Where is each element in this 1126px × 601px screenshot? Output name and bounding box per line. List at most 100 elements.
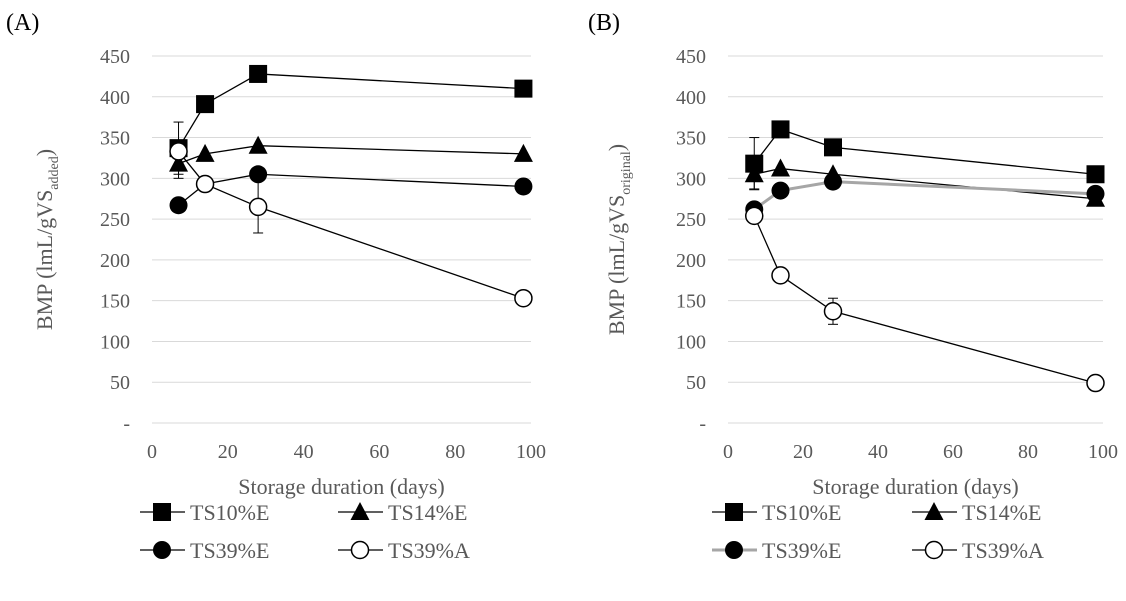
- panel-a-x-tick-label: 60: [369, 441, 389, 463]
- panel-a-x-tick-label: 20: [218, 441, 238, 463]
- legend-marker-ts39e: [725, 541, 743, 559]
- panel-a-x-tick-label: 80: [445, 441, 465, 463]
- panel-b-legend: TS10%E TS14%E TS39%E TS39%A: [712, 500, 1044, 563]
- panel-a-point-ts10e: [249, 64, 268, 83]
- panel-b-point-ts10e: [1086, 165, 1105, 184]
- panel-a-x-tick-label: 40: [294, 441, 314, 463]
- panel-a-y-tick-label: 250: [100, 209, 130, 231]
- panel-b-legend-item-ts39a: TS39%A: [912, 538, 1044, 563]
- panel-b-y-tick-label: 350: [676, 128, 706, 150]
- panel-b-point-ts39a: [745, 206, 764, 226]
- panel-b-y-tick-label: -: [699, 413, 706, 435]
- panel-b-point-ts39e: [824, 172, 842, 191]
- panel-b-x-tick-label: 80: [1018, 441, 1038, 463]
- panel-b-legend-item-ts14e: TS14%E: [912, 500, 1041, 525]
- panel-a-point-ts39a: [169, 142, 188, 161]
- panel-b-point-ts39a: [823, 302, 843, 321]
- panel-b-point-ts10e: [824, 138, 842, 157]
- panel-b: (B) - 50 100 150 200 250 300 350 400 450 0 20 40 60 80 1…: [588, 10, 1118, 563]
- panel-b-y-tick-label: 450: [676, 46, 706, 68]
- panel-a-legend-item-ts39a: TS39%A: [338, 538, 470, 563]
- panel-a-y-tick-label: -: [123, 413, 130, 435]
- panel-b-point-ts14e: [771, 158, 790, 177]
- panel-a-x-tick-label: 0: [147, 441, 157, 463]
- panel-b-x-tick-label: 60: [943, 441, 963, 463]
- panel-a-label: (A): [6, 10, 39, 36]
- panel-b-legend-item-ts10e: TS10%E: [712, 500, 841, 525]
- legend-marker-ts10e: [153, 503, 171, 521]
- panel-a-point-ts39a: [514, 288, 533, 308]
- panel-b-y-tick-label: 200: [676, 250, 706, 272]
- panel-a-y-tick-label: 300: [100, 168, 130, 190]
- panel-a-point-ts14e: [248, 135, 268, 154]
- panel-b-y-tick-label: 50: [686, 372, 706, 394]
- panel-a-series-line-ts14e: [178, 145, 524, 165]
- panel-a-y-tick-label: 50: [110, 372, 130, 394]
- panel-a-point-ts39a: [248, 197, 268, 217]
- panel-a-y-tick-label: 150: [100, 291, 130, 313]
- panel-b-series-line-ts39a: [753, 215, 1096, 384]
- panel-b-x-tick-label: 100: [1088, 441, 1118, 463]
- panel-a-y-axis-title: BMP (lmL/gVSadded): [32, 149, 62, 330]
- panel-a-point-ts14e: [169, 153, 189, 172]
- panel-a-legend-item-ts39e: TS39%E: [140, 538, 269, 563]
- panel-a-point-ts39e: [514, 177, 533, 196]
- panel-a-legend: TS10%E TS14%E TS39%E TS39%A: [140, 500, 470, 563]
- panel-b-point-ts39e: [771, 181, 790, 200]
- panel-a-point-ts10e: [196, 95, 215, 114]
- legend-label: TS14%E: [388, 500, 467, 525]
- panel-a-series-line-ts10e: [177, 73, 524, 149]
- legend-label: TS39%A: [388, 538, 470, 563]
- panel-a-x-tick-label: 100: [516, 441, 546, 463]
- panel-b-point-ts10e: [771, 120, 790, 139]
- panel-b-x-tick-label: 20: [793, 441, 813, 463]
- panel-b-y-tick-label: 400: [676, 87, 706, 109]
- panel-b-point-ts14e: [744, 164, 764, 183]
- panel-a-point-ts39e: [249, 165, 268, 184]
- panel-a-legend-item-ts10e: TS10%E: [140, 500, 269, 525]
- panel-b-point-ts10e: [745, 154, 764, 173]
- panel-b-series-line-ts14e: [754, 167, 1096, 200]
- legend-label: TS10%E: [762, 500, 841, 525]
- panel-b-y-axis-title: BMP (lmL/gVSoriginal): [604, 144, 634, 335]
- legend-label: TS39%E: [762, 538, 841, 563]
- panel-a-y-tick-label: 450: [100, 46, 130, 68]
- legend-label: TS39%A: [962, 538, 1044, 563]
- panel-a-series-line-ts39e: [178, 173, 524, 206]
- panel-a-y-tick-label: 400: [100, 87, 130, 109]
- panel-b-y-tick-label: 150: [676, 291, 706, 313]
- legend-label: TS39%E: [190, 538, 269, 563]
- panel-a-series-line-ts39a: [178, 151, 524, 299]
- panel-b-series-line-ts10e: [753, 128, 1096, 175]
- panel-b-x-tick-label: 0: [723, 441, 733, 463]
- panel-a-point-ts39e: [169, 196, 188, 215]
- panel-b-y-tick-label: 250: [676, 209, 706, 231]
- legend-marker-ts39a: [350, 540, 370, 560]
- legend-marker-ts14e: [350, 502, 370, 520]
- panel-b-point-ts39a: [771, 266, 790, 285]
- legend-marker-ts10e: [725, 503, 743, 521]
- panel-b-y-tick-label: 300: [676, 168, 706, 190]
- panel-b-y-tick-label: 100: [676, 331, 706, 353]
- panel-a-point-ts39a: [195, 174, 215, 194]
- panel-a-point-ts10e: [514, 79, 533, 98]
- panel-a-y-tick-label: 350: [100, 128, 130, 150]
- panel-b-point-ts39a: [1086, 373, 1105, 393]
- panel-a-x-axis-title: Storage duration (days): [238, 474, 445, 499]
- panel-a-y-tick-label: 200: [100, 250, 130, 272]
- panel-b-label: (B): [588, 10, 620, 36]
- panel-a-y-tick-label: 100: [100, 331, 130, 353]
- legend-label: TS14%E: [962, 500, 1041, 525]
- panel-a-legend-item-ts14e: TS14%E: [338, 500, 467, 525]
- legend-marker-ts39a: [924, 540, 944, 560]
- legend-marker-ts14e: [924, 502, 944, 520]
- panel-a: (A) - 50 100 150 200 250 300 350 400 450 0 20 40 60 80 1…: [6, 10, 546, 563]
- panel-a-point-ts14e: [513, 143, 533, 162]
- legend-label: TS10%E: [190, 500, 269, 525]
- panel-b-series-line-ts39e: [753, 180, 1096, 211]
- panel-a-point-ts14e: [195, 143, 215, 162]
- panel-b-point-ts39e: [1086, 184, 1105, 203]
- panel-b-x-axis-title: Storage duration (days): [812, 474, 1019, 499]
- panel-b-legend-item-ts39e: TS39%E: [712, 538, 841, 563]
